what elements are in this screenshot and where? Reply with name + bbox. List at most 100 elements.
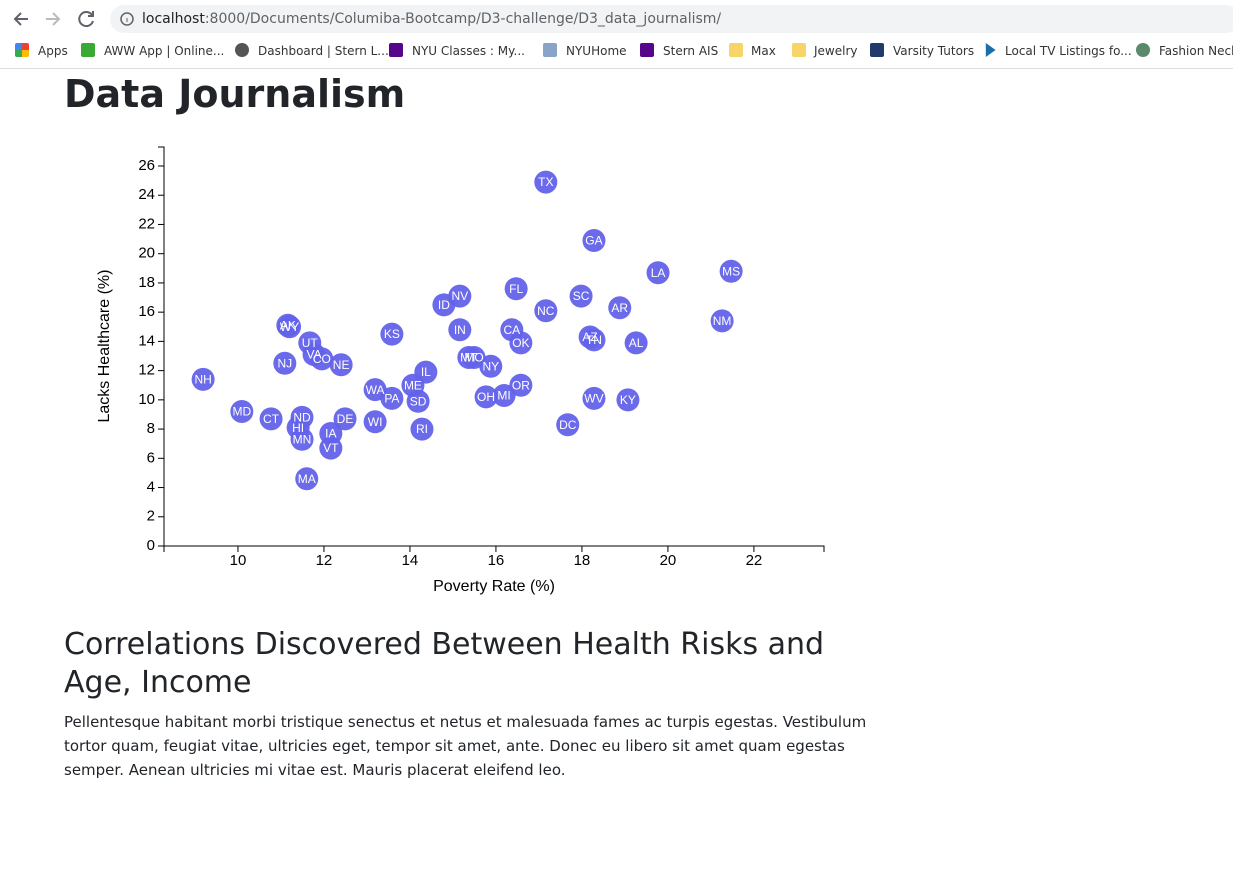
nav-buttons[interactable] [0,0,110,36]
x-tick-label: 20 [660,552,677,569]
point-label: MI [497,389,510,403]
point [534,170,558,194]
point-label: NE [333,358,350,372]
point-label: OH [477,390,495,404]
point [719,259,743,283]
bookmark[interactable]: NYUHome [566,44,627,58]
point [569,284,593,308]
y-axis-title: Lacks Healthcare (%) [96,270,113,423]
point-label: WV [584,392,603,406]
paragraph: Pellentesque habitant morbi tristique se… [64,713,867,779]
bookmark[interactable]: Apps [38,44,68,58]
icon [543,43,557,57]
point [406,389,430,413]
point-label: VT [323,441,339,455]
y-axis [158,146,165,547]
point [290,427,314,451]
point-label: MD [232,405,251,419]
point-label: LA [651,266,666,280]
point-label: ID [438,298,450,312]
bookmark[interactable]: Varsity Tutors [893,44,975,58]
y-tick-label: 6 [147,449,155,466]
x-tick-label: 22 [746,552,763,569]
y-tick-label: 20 [138,245,155,262]
point-label: UT [302,336,319,350]
point [278,315,302,339]
point-label: TN [586,333,602,347]
bookmark[interactable]: Max [751,44,776,58]
point-label: IN [454,323,466,337]
point [410,417,434,441]
icon [1136,43,1150,57]
point-label: SC [573,289,590,303]
bookmark[interactable]: Stern AIS [663,44,719,58]
x-tick-label: 16 [488,552,505,569]
point-label: MT [460,351,478,365]
bookmark[interactable]: Dashboard | Stern L... [258,44,389,58]
bookmark[interactable]: Local TV Listings fo... [1005,44,1132,58]
url-path: :8000/Documents/Columiba-Bootcamp/D3-cha… [204,11,722,27]
bookmark[interactable]: Fashion Neckl [1159,44,1233,58]
icon [792,43,806,57]
point [329,353,353,377]
y-tick-label: 12 [138,362,155,379]
point-label: IA [325,427,336,441]
point [582,229,606,253]
point-label: NJ [277,356,292,370]
y-tick-label: 22 [138,215,155,232]
point-label: KY [620,393,636,407]
point-label: PA [384,392,399,406]
chart: Poverty Rate (%) Lacks Healthcare (%) 10… [96,146,825,595]
point [295,467,319,491]
icon [81,43,95,57]
icon [729,43,743,57]
point-label: SD [410,394,427,408]
y-tick-label: 2 [147,508,155,525]
point [333,407,357,431]
x-axis-title: Poverty Rate (%) [433,578,555,595]
point [479,354,503,378]
point-label: MA [298,472,316,486]
point [259,407,283,431]
y-tick-label: 18 [138,274,155,291]
point [191,367,215,391]
icon [640,43,654,57]
point-label: NC [537,304,555,318]
point-label: IL [421,365,431,379]
address-bar[interactable]: localhost:8000/Documents/Columiba-Bootca… [110,5,1233,33]
point-label: HI [292,421,304,435]
point-label: AL [629,336,644,350]
point-label: AK [280,318,296,332]
point-label: AR [611,301,628,315]
point [582,386,606,410]
point-label: NM [713,314,732,328]
x-tick-label: 14 [402,552,419,569]
point-label: NV [451,289,468,303]
y-tick-label: 0 [147,537,155,554]
y-tick-label: 8 [147,420,155,437]
bookmark[interactable]: Jewelry [814,44,858,58]
page-title: Data Journalism [64,72,406,116]
point-label: CA [504,323,521,337]
bookmark[interactable]: AWW App | Online... [104,44,225,58]
icon [985,43,996,57]
point [582,328,606,352]
y-tick-label: 26 [138,157,155,174]
icon [235,43,249,57]
x-tick-label: 12 [316,552,333,569]
point [319,436,343,460]
point-label: WA [366,383,385,397]
point-label: ME [404,378,422,392]
point [646,261,670,285]
y-tick-label: 10 [138,391,155,408]
icon [870,43,884,57]
icon [389,43,403,57]
point [710,309,734,333]
point-label: VA [306,348,321,362]
bookmark[interactable]: NYU Classes : My... [412,44,525,58]
point [556,413,580,437]
point-label: NY [482,359,499,373]
point-label: MS [722,264,740,278]
point [380,322,404,346]
